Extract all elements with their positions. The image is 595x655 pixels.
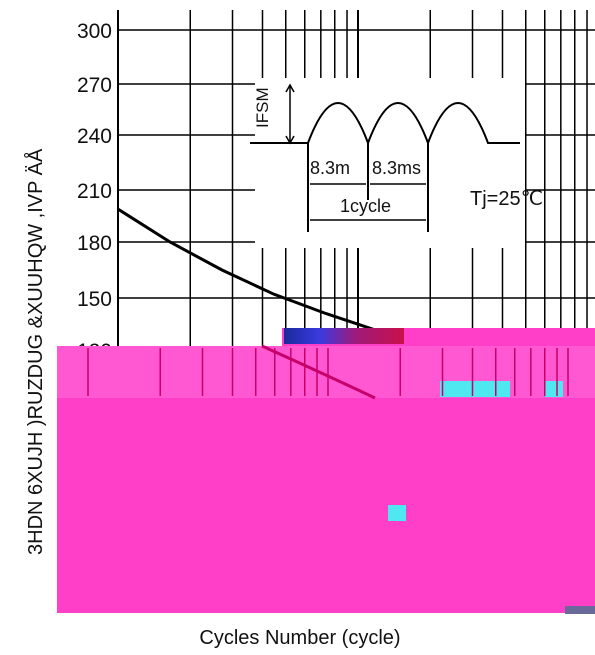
glitch-cyan-1 — [440, 381, 510, 397]
sine-halfwaves — [250, 102, 520, 146]
glitch-colored-bits — [284, 328, 404, 344]
temperature-label: Tj=25℃ — [470, 188, 543, 210]
x-axis-label: Cycles Number (cycle) — [199, 627, 400, 649]
glitch-cyan-3 — [388, 505, 406, 521]
cycle-label: 1cycle — [340, 196, 391, 216]
glitch-band — [57, 346, 595, 398]
period-a-label: 8.3m — [310, 158, 350, 178]
y-tick-label: 180 — [77, 232, 112, 255]
y-tick-label: 150 — [77, 288, 112, 311]
glitch-corner — [565, 606, 595, 614]
glitch-cyan-2 — [545, 381, 563, 397]
y-tick-label: 270 — [77, 74, 112, 97]
period-b-label: 8.3ms — [372, 158, 421, 178]
y-tick-labels: 300270240210180150120 — [77, 20, 112, 363]
y-tick-label: 300 — [77, 20, 112, 43]
y-tick-label: 210 — [77, 180, 112, 203]
waveform-inset: IFSM 8.3m 8.3ms 1cycle Tj=25℃ — [250, 78, 543, 248]
y-axis-label: 3HDN 6XUJH )RUZDUG &XUUHQW ,IVP ÄÅ — [24, 148, 47, 555]
ifsm-arrowheads — [285, 83, 295, 145]
glitch-magenta-block — [57, 398, 595, 613]
ifsm-label: IFSM — [253, 87, 272, 128]
y-tick-label: 240 — [77, 125, 112, 148]
